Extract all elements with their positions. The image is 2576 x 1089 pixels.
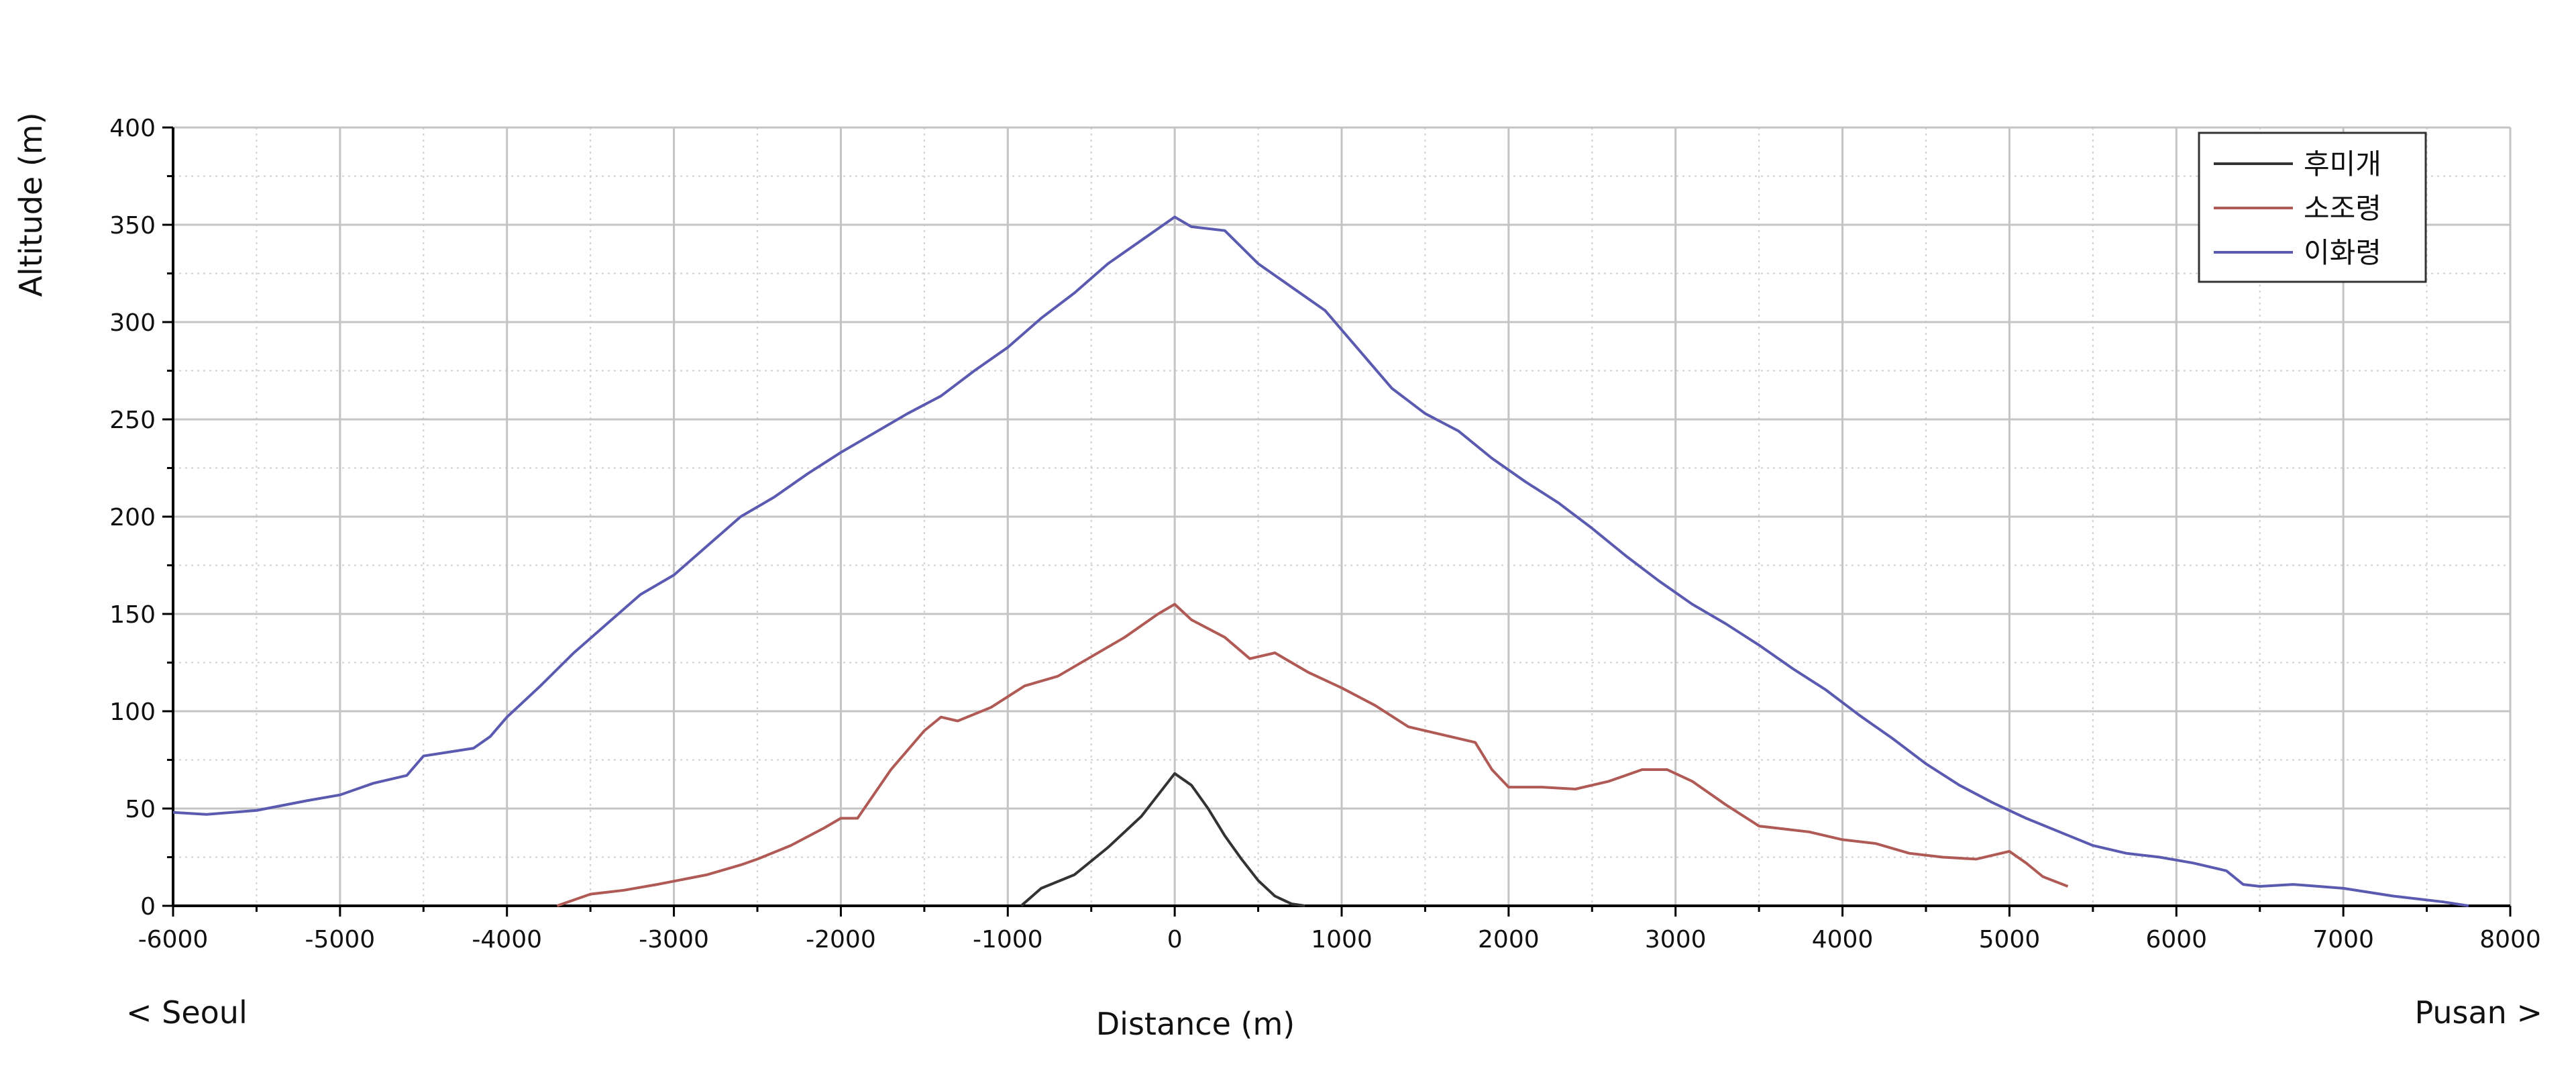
x-tick-label: 7000	[2312, 926, 2374, 953]
series-line-2	[556, 603, 2069, 907]
legend-label-2: 소조령	[2304, 192, 2381, 225]
x-tick-label: -5000	[305, 926, 376, 953]
x-tick-label: -2000	[806, 926, 876, 953]
y-axis-ticks: 0 50 100 150 200 250 300 350 400	[109, 115, 173, 921]
series-line-1	[1020, 772, 1305, 907]
x-tick-label: 8000	[2479, 926, 2541, 953]
x-axis-ticks: -6000 -5000 -4000 -3000 -2000 -1000 0 1000 2000 3…	[138, 906, 2541, 953]
legend-label-3: 이화령	[2304, 236, 2381, 269]
y-tick-label: 300	[109, 309, 156, 337]
y-tick-label: 100	[109, 698, 156, 726]
x-tick-label: -3000	[639, 926, 709, 953]
x-tick-label: -4000	[472, 926, 542, 953]
x-tick-label: 6000	[2145, 926, 2207, 953]
y-axis-title: Altitude (m)	[13, 112, 49, 297]
major-grid	[172, 126, 2512, 907]
x-tick-label: 3000	[1645, 926, 1707, 953]
x-tick-label: 0	[1167, 926, 1183, 953]
series-line-3	[172, 215, 2469, 907]
y-tick-label: 350	[109, 212, 156, 240]
legend-label-1: 후미개	[2304, 148, 2381, 180]
y-tick-label: 200	[109, 504, 156, 531]
x-tick-label: 2000	[1478, 926, 1540, 953]
y-tick-label: 0	[140, 893, 156, 921]
y-tick-label: 250	[109, 407, 156, 434]
x-tick-label: 4000	[1812, 926, 1874, 953]
seoul-direction-label: < Seoul	[126, 994, 248, 1031]
y-tick-label: 50	[125, 796, 156, 823]
x-tick-label: 1000	[1311, 926, 1373, 953]
pusan-direction-label: Pusan >	[2414, 994, 2542, 1031]
y-tick-label: 150	[109, 601, 156, 629]
x-tick-label: -6000	[138, 926, 209, 953]
x-tick-label: 5000	[1979, 926, 2041, 953]
x-axis-title: Distance (m)	[1096, 1006, 1295, 1042]
series-lines	[172, 215, 2469, 907]
y-tick-label: 400	[109, 115, 156, 142]
x-tick-label: -1000	[973, 926, 1043, 953]
